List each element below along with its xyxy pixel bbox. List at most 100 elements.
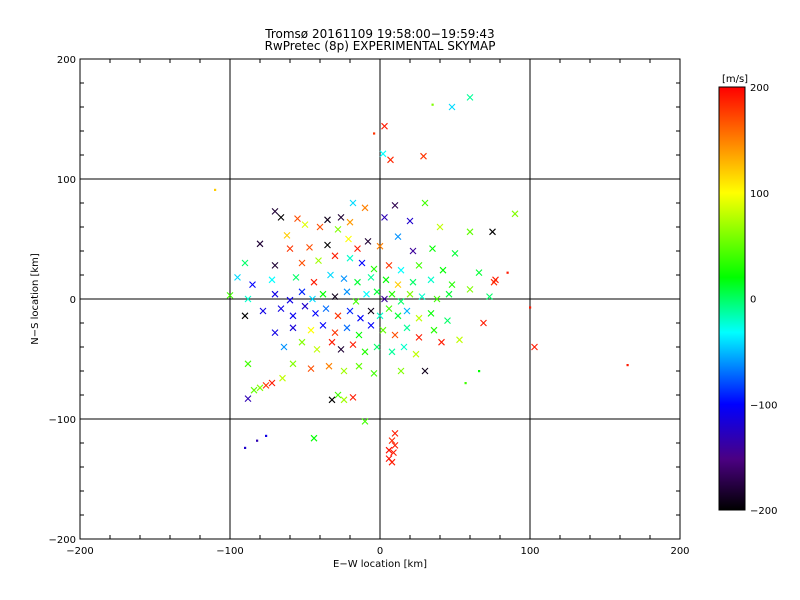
data-point-dot xyxy=(506,271,509,274)
data-point-cross xyxy=(298,288,306,296)
data-point-cross xyxy=(379,326,387,334)
data-point-cross xyxy=(376,242,384,250)
data-point-cross xyxy=(490,278,498,286)
y-tick-label: 0 xyxy=(70,295,76,306)
data-point-cross xyxy=(244,295,252,303)
x-tick-labels: −200 −100 0 100 200 xyxy=(66,546,689,557)
data-point-cross xyxy=(271,262,279,269)
data-point-cross xyxy=(325,362,333,370)
data-point-cross xyxy=(466,228,474,236)
data-point-cross xyxy=(313,346,321,353)
data-point-cross xyxy=(307,365,315,372)
data-point-cross xyxy=(355,331,363,339)
data-point-cross xyxy=(271,290,279,298)
data-point-cross xyxy=(312,310,319,317)
colorbar-label: [m/s] xyxy=(722,74,748,85)
data-point-cross xyxy=(331,329,339,336)
data-point-cross xyxy=(489,228,496,236)
data-point-cross xyxy=(337,214,345,221)
data-point-cross xyxy=(324,241,331,249)
data-point-cross xyxy=(466,94,474,101)
data-point-cross xyxy=(390,449,397,456)
colorbar-tick-label: 100 xyxy=(750,189,769,200)
colorbar-tick-label: −100 xyxy=(750,400,777,411)
data-point-cross xyxy=(345,235,352,243)
data-point-cross xyxy=(448,103,456,111)
data-point-cross xyxy=(480,319,487,327)
data-point-cross xyxy=(349,394,357,401)
data-point-cross xyxy=(445,290,453,298)
data-point-cross xyxy=(420,152,427,160)
data-point-cross xyxy=(358,259,366,267)
data-point-cross xyxy=(355,362,363,370)
colorbar-tick-label: −200 xyxy=(750,506,777,517)
data-point-cross xyxy=(415,334,423,341)
data-point-cross xyxy=(319,290,327,298)
data-point-cross xyxy=(343,288,351,296)
data-point-cross xyxy=(294,215,301,222)
data-point-cross xyxy=(429,245,436,252)
data-point-cross xyxy=(486,293,493,300)
data-point-cross xyxy=(421,367,429,375)
data-point-cross xyxy=(394,312,402,320)
data-point-cross xyxy=(354,278,361,286)
data-point-cross xyxy=(361,418,369,425)
data-point-cross xyxy=(331,252,339,260)
data-point-cross xyxy=(340,396,348,404)
data-point-cross xyxy=(406,217,414,225)
y-tick-labels: −200 −100 0 100 200 xyxy=(49,55,76,546)
data-point-cross xyxy=(409,278,417,286)
data-point-cross xyxy=(427,276,435,284)
data-point-cross xyxy=(391,331,399,339)
data-point-cross xyxy=(427,310,435,317)
data-point-cross xyxy=(279,374,286,382)
data-point-cross xyxy=(226,292,234,299)
scatter-points xyxy=(214,94,629,466)
data-point-cross xyxy=(397,367,405,375)
data-point-cross xyxy=(394,233,402,240)
y-axis-label: N−S location [km] xyxy=(30,253,41,345)
data-point-cross xyxy=(262,382,270,389)
data-point-cross xyxy=(352,298,360,305)
data-point-cross xyxy=(400,343,408,351)
data-point-cross xyxy=(381,214,388,221)
data-point-cross xyxy=(531,343,538,351)
data-point-cross xyxy=(388,437,396,444)
data-point-cross xyxy=(391,202,399,209)
data-point-cross xyxy=(289,312,297,320)
data-point-cross xyxy=(387,156,394,164)
y-tick-label: −100 xyxy=(49,415,76,426)
data-point-dot xyxy=(529,306,532,309)
x-tick-label: −100 xyxy=(216,546,243,557)
data-point-cross xyxy=(409,247,417,255)
data-point-cross xyxy=(367,322,375,329)
data-point-cross xyxy=(346,307,354,315)
data-point-cross xyxy=(346,254,354,262)
data-point-cross xyxy=(280,343,288,351)
data-point-cross xyxy=(271,329,279,336)
data-point-cross xyxy=(382,276,390,284)
data-point-cross xyxy=(388,290,396,298)
data-point-cross xyxy=(241,259,249,267)
data-point-cross xyxy=(310,434,318,442)
data-point-cross xyxy=(376,312,384,320)
data-point-dot xyxy=(214,188,217,191)
data-point-cross xyxy=(381,122,388,130)
chart-subtitle: RwPretec (8p) EXPERIMENTAL SKYMAP xyxy=(265,39,496,53)
data-point-cross xyxy=(385,262,393,269)
data-point-cross xyxy=(298,259,306,267)
data-point-cross xyxy=(367,274,375,281)
data-point-cross xyxy=(388,458,396,466)
data-point-cross xyxy=(310,278,318,286)
data-point-cross xyxy=(406,290,414,298)
data-point-cross xyxy=(286,245,294,252)
data-point-dot xyxy=(265,434,268,437)
data-point-cross xyxy=(397,298,405,305)
y-tick-label: 200 xyxy=(57,55,76,66)
data-point-cross xyxy=(292,274,300,281)
data-point-cross xyxy=(334,226,342,233)
data-point-cross xyxy=(448,281,456,288)
data-point-cross xyxy=(328,396,336,404)
data-point-cross xyxy=(439,266,447,274)
data-point-dot xyxy=(256,439,259,442)
